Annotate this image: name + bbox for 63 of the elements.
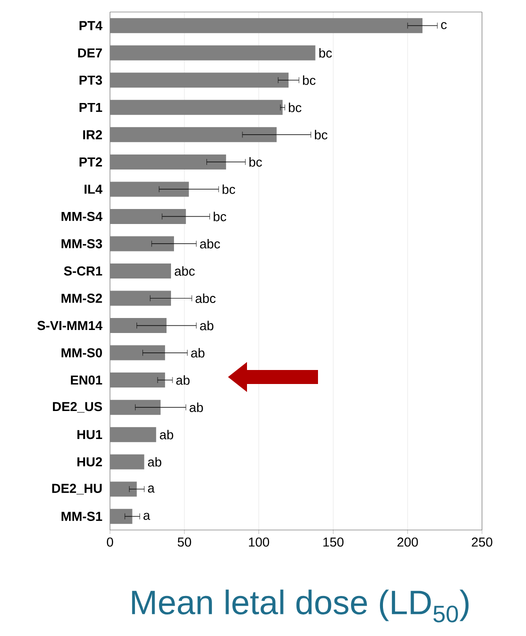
y-tick-label: HU2: [77, 457, 102, 466]
y-tick-label: MM-S2: [62, 294, 102, 303]
bar: [110, 127, 277, 142]
y-tick-label: DE2_US: [52, 402, 102, 413]
data-label: abc: [174, 266, 195, 276]
bar: [110, 154, 226, 170]
y-tick-label: PT3: [80, 76, 102, 85]
data-label: bc: [314, 130, 328, 140]
data-label: bc: [214, 212, 226, 222]
y-tick-label: IL4: [84, 184, 102, 194]
data-label: bc: [303, 75, 316, 85]
y-tick-label: MM-S1: [62, 512, 102, 521]
y-tick-label: EN01: [70, 375, 102, 385]
data-label: a: [148, 486, 155, 493]
x-tick-label: 150: [323, 538, 344, 547]
x-axis-title: Mean letal dose (LD$_{50}$): [132, 590, 469, 622]
data-label: bc: [249, 157, 262, 167]
data-label: abc: [196, 294, 216, 304]
x-tick-label: 200: [397, 538, 418, 547]
data-label: bc: [319, 48, 332, 58]
data-label: ab: [148, 457, 162, 467]
bar: [110, 182, 189, 197]
data-label: ab: [176, 375, 190, 385]
y-tick-label: PT4: [80, 21, 102, 30]
bar: [110, 454, 144, 470]
bar: [110, 290, 172, 306]
bar: [110, 482, 137, 497]
bar: [110, 400, 161, 415]
bar: [110, 208, 186, 224]
bar: [110, 264, 172, 278]
bar: [110, 236, 174, 252]
bar: [110, 18, 422, 34]
x-tick-label: 100: [248, 538, 270, 547]
y-tick-label: PT1: [80, 102, 102, 112]
data-label: ab: [160, 430, 174, 440]
data-label: ab: [190, 402, 203, 412]
x-tick-label: 50: [178, 538, 192, 547]
y-tick-label: MM-S0: [62, 348, 102, 358]
y-tick-label: DE7: [78, 48, 102, 58]
bar: [110, 372, 166, 388]
x-tick-label: 250: [472, 538, 492, 547]
data-label: ab: [191, 348, 204, 358]
data-label: c: [441, 22, 447, 30]
y-tick-label: S-VI-MM14: [37, 320, 102, 330]
y-tick-label: DE2_HU: [52, 484, 102, 494]
data-label: bc: [288, 102, 302, 112]
y-tick-label: IR2: [83, 130, 102, 140]
data-label: ab: [200, 320, 214, 330]
data-label: abc: [200, 238, 220, 248]
data-label: bc: [222, 184, 236, 194]
bar: [110, 100, 283, 115]
bar: [110, 345, 166, 360]
bar: [110, 72, 289, 88]
y-tick-label: MM-S4: [62, 212, 102, 222]
y-tick-label: PT2: [80, 157, 102, 166]
y-tick-label: S-CR1: [64, 266, 102, 276]
y-tick-label: HU1: [77, 430, 102, 440]
bar: [110, 427, 156, 442]
bar: [110, 45, 316, 60]
bar: [110, 508, 132, 524]
x-tick-label: 0: [106, 538, 114, 547]
data-label: a: [144, 512, 150, 520]
y-tick-label: MM-S3: [62, 239, 102, 248]
